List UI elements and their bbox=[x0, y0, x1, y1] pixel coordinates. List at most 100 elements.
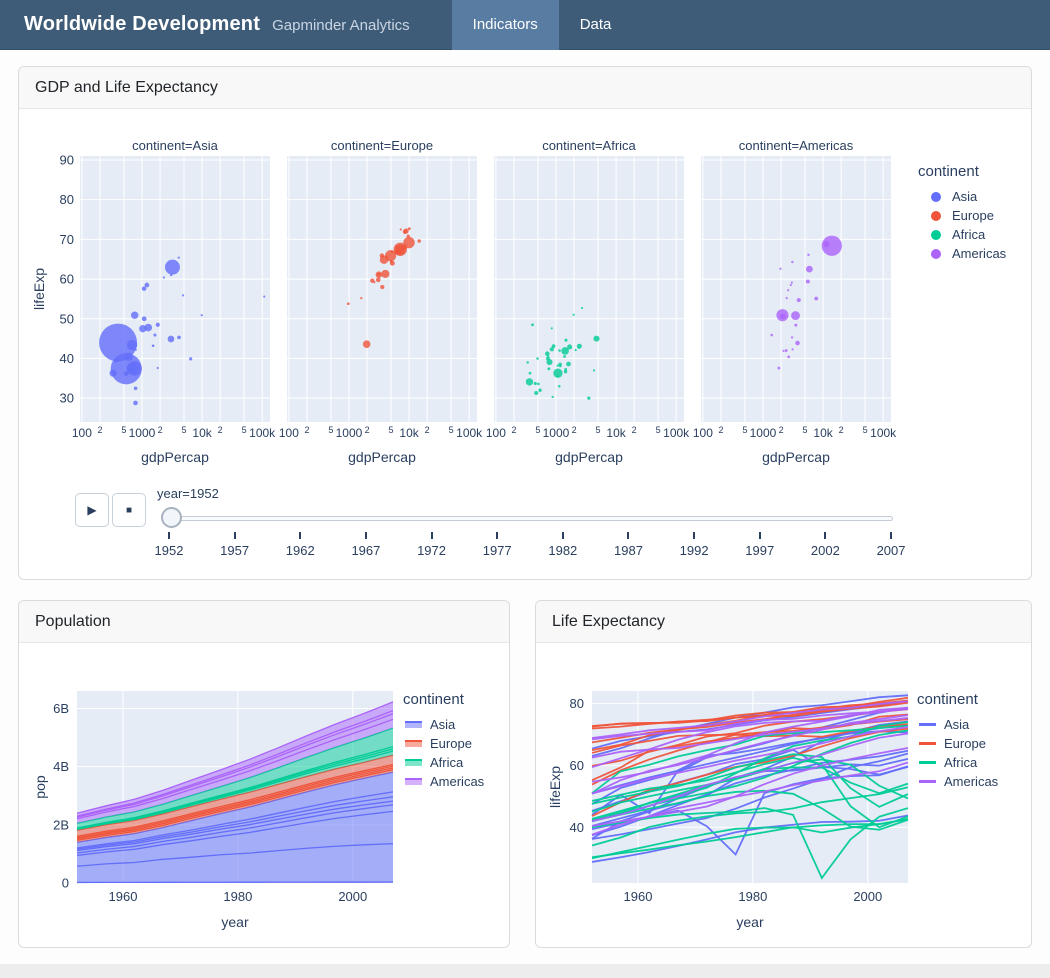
legend-title: continent bbox=[918, 163, 979, 180]
card-life-expectancy: Life Expectancy 40 60 80 1960 1980 2000 year li… bbox=[535, 600, 1032, 948]
card-population: Population 0 2B 4B 6B 1960 1980 2000 year pop co… bbox=[18, 600, 510, 948]
navbar: Worldwide Development Gapminder Analytic… bbox=[0, 0, 1050, 50]
svg-text:gdpPercap: gdpPercap bbox=[762, 449, 830, 465]
lifeexp-legend: continent Asia Europe Africa Americas bbox=[917, 691, 998, 791]
legend-swatch-area bbox=[405, 759, 422, 766]
svg-text:1960: 1960 bbox=[624, 889, 653, 904]
svg-text:50: 50 bbox=[60, 311, 74, 326]
svg-text:30: 30 bbox=[60, 391, 74, 406]
legend-item-asia[interactable]: Asia bbox=[403, 715, 484, 734]
legend-item-asia[interactable]: Asia bbox=[917, 715, 998, 734]
card-title-life-expectancy: Life Expectancy bbox=[536, 601, 1031, 643]
svg-text:lifeExp: lifeExp bbox=[547, 766, 563, 808]
legend-swatch-line bbox=[919, 742, 936, 745]
slider-tick-mark bbox=[627, 532, 630, 539]
legend-label: Africa bbox=[430, 755, 464, 770]
legend-item-europe[interactable]: Europe bbox=[917, 734, 998, 753]
svg-text:gdpPercap: gdpPercap bbox=[348, 449, 416, 465]
legend-item-europe[interactable]: Europe bbox=[918, 206, 1006, 225]
year-slider-handle[interactable] bbox=[161, 507, 182, 528]
svg-text:10k: 10k bbox=[399, 426, 419, 440]
tab-data[interactable]: Data bbox=[579, 15, 612, 33]
legend-swatch-area bbox=[405, 721, 422, 728]
svg-text:2: 2 bbox=[304, 425, 309, 435]
svg-text:100k: 100k bbox=[456, 426, 483, 440]
legend-label: Asia bbox=[944, 717, 970, 732]
legend-item-americas[interactable]: Americas bbox=[918, 244, 1006, 263]
legend-swatch-line bbox=[919, 723, 936, 726]
slider-tick-mark bbox=[233, 532, 236, 539]
svg-text:60: 60 bbox=[570, 758, 584, 773]
legend-item-americas[interactable]: Americas bbox=[403, 772, 484, 791]
svg-text:1000: 1000 bbox=[336, 426, 363, 440]
svg-text:6B: 6B bbox=[53, 701, 69, 716]
svg-text:2: 2 bbox=[511, 425, 516, 435]
svg-text:2: 2 bbox=[158, 425, 163, 435]
slider-value-label: year=1952 bbox=[157, 486, 219, 501]
svg-text:1000: 1000 bbox=[543, 426, 570, 440]
slider-tick-mark bbox=[496, 532, 499, 539]
lifeexp-line-chart: 40 60 80 1960 1980 2000 year lifeExp bbox=[547, 691, 909, 930]
legend-label: Europe bbox=[944, 736, 986, 751]
legend-item-asia[interactable]: Asia bbox=[918, 187, 1006, 206]
legend-label: Americas bbox=[952, 246, 1007, 261]
svg-text:lifeExp: lifeExp bbox=[31, 268, 47, 310]
svg-text:40: 40 bbox=[60, 351, 74, 366]
svg-text:4B: 4B bbox=[53, 759, 69, 774]
svg-text:90: 90 bbox=[60, 152, 74, 167]
legend-swatch-dot bbox=[931, 248, 941, 259]
svg-text:5: 5 bbox=[656, 425, 661, 435]
stop-button[interactable]: ■ bbox=[112, 493, 146, 527]
legend-item-africa[interactable]: Africa bbox=[403, 753, 484, 772]
legend-title: continent bbox=[917, 691, 978, 708]
slider-tick-label: 1962 bbox=[285, 543, 315, 558]
svg-text:gdpPercap: gdpPercap bbox=[555, 449, 623, 465]
stop-icon: ■ bbox=[125, 504, 133, 516]
svg-text:100k: 100k bbox=[870, 426, 897, 440]
card-title-population: Population bbox=[19, 601, 509, 643]
svg-text:1000: 1000 bbox=[129, 426, 156, 440]
svg-text:2: 2 bbox=[779, 425, 784, 435]
year-slider-track[interactable] bbox=[165, 516, 893, 521]
legend-item-europe[interactable]: Europe bbox=[403, 734, 484, 753]
legend-swatch-line bbox=[919, 780, 936, 783]
legend-item-africa[interactable]: Africa bbox=[917, 753, 998, 772]
scatter-card-body: continent=Asia 100 2 5 1000 2 5 10k 2 5 100k gdpPer… bbox=[19, 109, 1031, 579]
svg-text:1980: 1980 bbox=[738, 889, 767, 904]
slider-tick-mark bbox=[430, 532, 433, 539]
svg-text:10k: 10k bbox=[192, 426, 212, 440]
svg-text:100k: 100k bbox=[663, 426, 690, 440]
tab-indicators[interactable]: Indicators bbox=[451, 0, 559, 50]
legend-item-africa[interactable]: Africa bbox=[918, 225, 1006, 244]
slider-tick-label: 1982 bbox=[548, 543, 578, 558]
population-card-body: 0 2B 4B 6B 1960 1980 2000 year pop continent Asia… bbox=[19, 643, 509, 947]
page-content: GDP and Life Expectancy continent=Asia 10… bbox=[0, 50, 1050, 948]
slider-tick-mark bbox=[364, 532, 367, 539]
bottom-cards-row: Population 0 2B 4B 6B 1960 1980 2000 year pop co… bbox=[18, 600, 1032, 948]
slider-tick-label: 1967 bbox=[351, 543, 381, 558]
legend-item-americas[interactable]: Americas bbox=[917, 772, 998, 791]
legend-label: Asia bbox=[952, 189, 978, 204]
svg-text:5: 5 bbox=[181, 425, 186, 435]
svg-text:10k: 10k bbox=[606, 426, 626, 440]
page-footer-strip bbox=[0, 964, 1050, 978]
slider-tick-label: 1977 bbox=[482, 543, 512, 558]
legend-label: Europe bbox=[430, 736, 472, 751]
svg-text:40: 40 bbox=[570, 820, 584, 835]
svg-text:year: year bbox=[221, 914, 249, 930]
svg-text:10k: 10k bbox=[813, 426, 833, 440]
svg-text:5: 5 bbox=[242, 425, 247, 435]
slider-tick-label: 1997 bbox=[745, 543, 775, 558]
svg-text:5: 5 bbox=[802, 425, 807, 435]
legend-swatch-area bbox=[405, 778, 422, 785]
svg-text:100k: 100k bbox=[249, 426, 276, 440]
legend-swatch-dot bbox=[931, 229, 941, 240]
svg-text:1000: 1000 bbox=[750, 426, 777, 440]
brand: Worldwide Development Gapminder Analytic… bbox=[0, 13, 410, 36]
legend-label: Europe bbox=[952, 208, 994, 223]
svg-text:70: 70 bbox=[60, 232, 74, 247]
slider-tick-mark bbox=[168, 532, 170, 539]
play-button[interactable]: ▶ bbox=[75, 493, 109, 527]
slider-tick-label: 2002 bbox=[810, 543, 840, 558]
